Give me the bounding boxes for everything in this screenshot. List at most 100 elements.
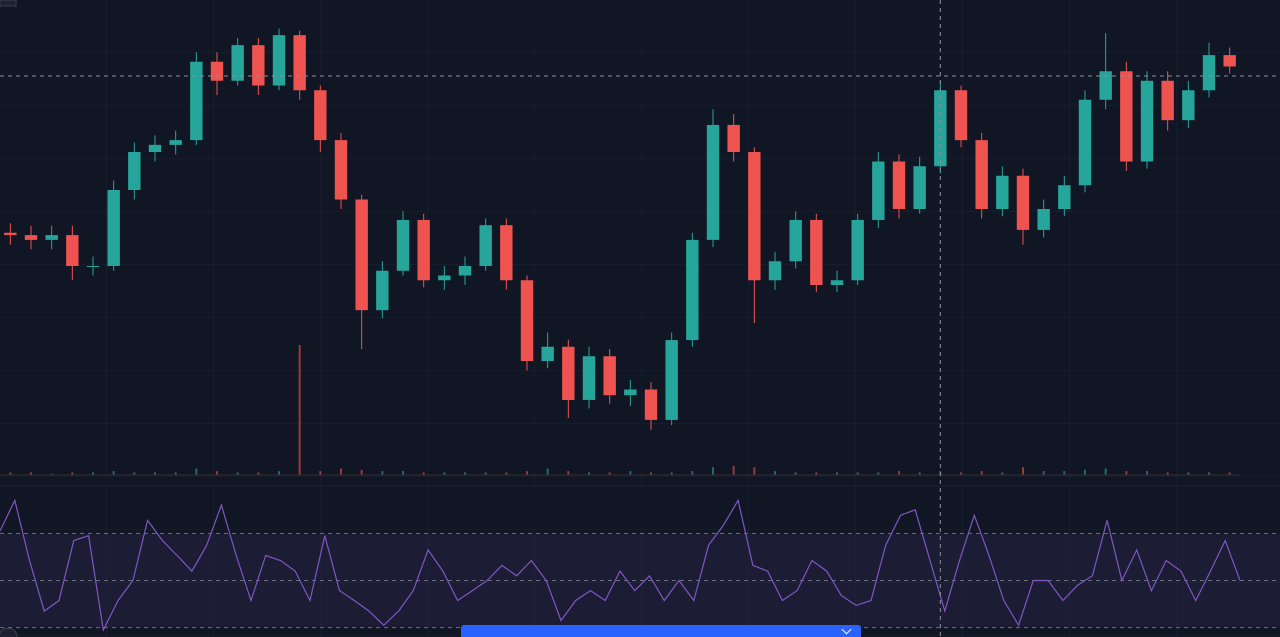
rsi-line [0,498,1241,632]
candle-body [727,124,740,152]
candle-body [1202,55,1216,91]
candle-body [541,346,554,361]
volume-bar [464,472,466,475]
candle-body [148,144,162,152]
candle-body [252,45,265,86]
candle-body [438,275,451,281]
volume-bar [216,471,218,475]
candle-body [190,61,203,141]
candle-body [479,225,492,266]
candle-body [210,61,224,81]
candle-body [1120,71,1133,162]
volume-bar [30,472,32,475]
volume-bar [9,472,12,475]
corner-control[interactable] [0,0,17,7]
candle-body [830,280,844,285]
candle-body [334,140,348,200]
volume-bar [484,472,487,475]
candle-body [169,140,182,145]
candle-body [768,261,782,281]
candle-body [45,235,58,240]
volume-bar [608,472,611,475]
candle-body [954,90,968,141]
candle-body [996,175,1009,209]
candle-body [24,235,38,240]
volume-bar [1042,471,1045,475]
panel-toggle[interactable] [461,624,861,637]
candle-body [1161,80,1174,121]
volume-bar [567,471,570,475]
candle-body [417,219,430,281]
candle-body [624,389,637,396]
candle-body [86,266,100,267]
candle-body [458,266,472,276]
volume-bar [794,472,797,475]
volume-bar [1104,468,1107,475]
volume-bar [1208,472,1210,475]
candle-body [1099,71,1112,100]
candle-body [1140,80,1154,162]
candle-body [66,235,79,266]
volume-bar [257,472,260,475]
candle-body [314,90,327,141]
volume-bar [1001,472,1004,475]
candle-body [892,161,906,209]
candle-body [603,356,616,396]
volume-bar [980,471,983,475]
candle-body [1078,99,1092,186]
volume-bar [422,472,425,475]
candle-body [128,152,141,190]
candle-body [810,219,823,285]
volume-bar [402,471,404,475]
volume-bar [360,469,363,475]
volume-bar [856,472,859,475]
volume-bar [546,468,549,475]
candle-body [1037,209,1050,230]
volume-bar [670,472,673,475]
volume-bar [1146,471,1148,475]
candle-body [520,280,534,361]
candle-body [1182,90,1195,121]
volume-bar [815,472,818,475]
volume-bar [1125,471,1128,475]
candle-body [706,124,720,240]
volume-bar [960,472,962,475]
volume-bar [877,472,880,475]
volume-bar [505,472,508,475]
candle-body [789,219,802,262]
volume-bar [753,467,756,475]
candle-body [4,232,17,236]
volume-bar [691,471,694,475]
candle-body [644,389,658,420]
candle-body [231,45,244,81]
volume-bar [1063,471,1066,475]
volume-bar [443,472,446,475]
volume-bar [50,473,53,475]
volume-bar [174,472,177,475]
candle-body [1016,175,1030,230]
volume-bar [732,465,735,475]
volume-bar [836,472,838,475]
volume-bar [133,472,136,475]
candle-body [376,270,389,311]
candle-body [562,346,575,400]
candle-body [107,190,120,266]
candle-body [500,225,513,281]
volume-bar [588,472,590,475]
volume-bar [1187,472,1190,475]
volume-bar [1228,472,1231,475]
candle-body [1223,55,1236,67]
volume-bar [298,345,301,475]
candle-body [293,35,306,91]
volume-bar [1022,467,1024,475]
volume-bar [650,472,652,475]
chevron-icon [841,624,852,635]
volume-bar [154,472,156,475]
candle-body [272,35,286,86]
volume-bar [526,471,528,475]
volume-bar [278,471,280,475]
volume-bar [92,472,94,475]
candle-body [913,166,926,209]
